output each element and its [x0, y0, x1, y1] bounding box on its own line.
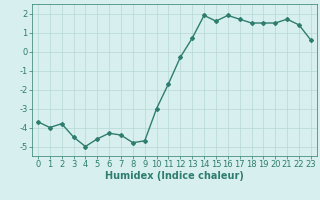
- X-axis label: Humidex (Indice chaleur): Humidex (Indice chaleur): [105, 171, 244, 181]
